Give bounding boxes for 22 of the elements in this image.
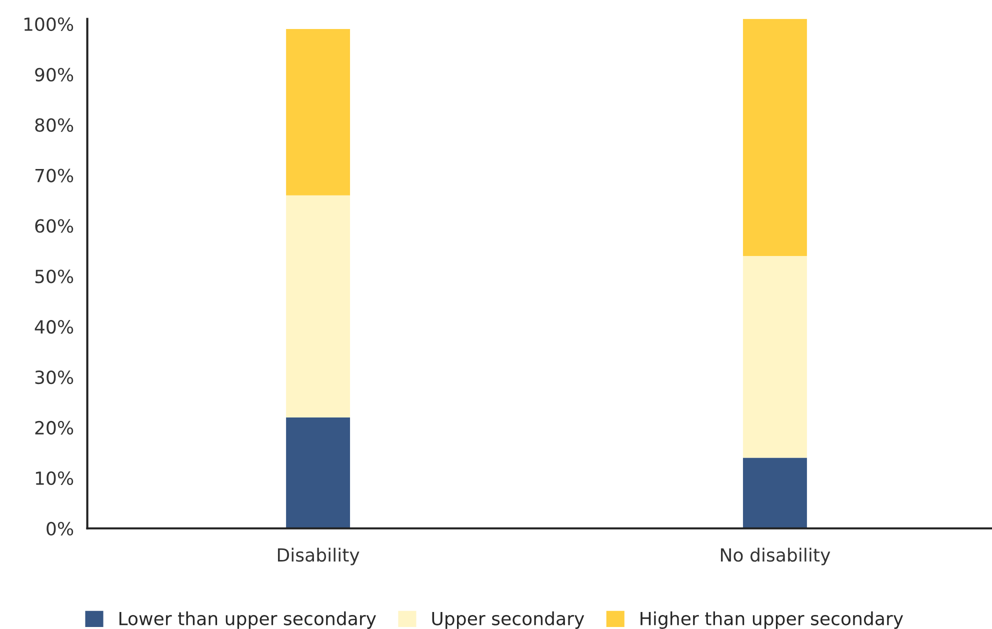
bar	[286, 195, 350, 418]
y-tick-label: 70%	[35, 168, 74, 182]
y-tick-label: 40%	[34, 320, 74, 334]
bar	[742, 458, 807, 528]
y-tick-label: 0%	[46, 522, 74, 536]
bar	[286, 28, 350, 196]
y-tick-label: 30%	[35, 370, 74, 384]
y-tick-label: 20%	[35, 420, 74, 435]
x-tick-label: Disability	[278, 548, 360, 566]
bar	[286, 417, 350, 528]
legend-label: Upper secondary	[432, 611, 584, 629]
y-tick-label: 100%	[24, 17, 74, 32]
bar	[742, 256, 807, 458]
x-tick-label: No disability	[720, 548, 830, 566]
y-tick-label: 90%	[35, 68, 74, 82]
y-tick-label: 60%	[35, 219, 74, 233]
y-tick-label: 10%	[36, 471, 74, 486]
y-tick-label: 50%	[35, 270, 74, 284]
legend-label: Lower than upper secondary	[120, 611, 376, 629]
legend-label: Higher than upper secondary	[640, 611, 904, 629]
bar	[742, 18, 807, 256]
y-tick-label: 80%	[35, 118, 74, 132]
